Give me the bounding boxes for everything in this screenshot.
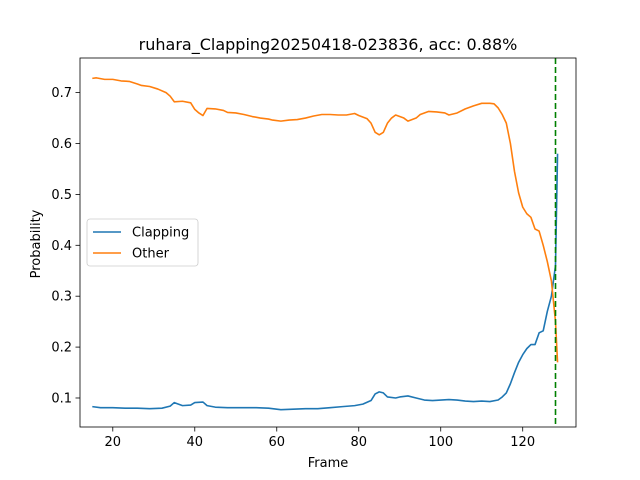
series-line-other xyxy=(92,77,559,363)
y-tick-label: 0.4 xyxy=(51,239,72,254)
x-tick-label: 60 xyxy=(268,435,285,450)
chart-title: ruhara_Clapping20250418-023836, acc: 0.8… xyxy=(139,35,518,55)
x-tick-label: 20 xyxy=(105,435,122,450)
x-tick-label: 40 xyxy=(187,435,204,450)
y-tick-label: 0.2 xyxy=(51,341,72,356)
y-tick-label: 0.3 xyxy=(51,290,72,305)
y-tick-label: 0.7 xyxy=(51,86,72,101)
axes-frame xyxy=(79,57,577,428)
y-tick-label: 0.6 xyxy=(51,137,72,152)
x-tick-label: 100 xyxy=(428,435,453,450)
series-line-clapping xyxy=(92,153,559,411)
x-tick-label: 120 xyxy=(510,435,535,450)
x-tick-label: 80 xyxy=(350,435,367,450)
y-axis-label: Probability xyxy=(29,209,44,278)
x-axis-label: Frame xyxy=(308,456,349,471)
y-tick-label: 0.5 xyxy=(51,188,72,203)
legend-box xyxy=(86,218,199,267)
plot-area: 20 40 60 80 100 120 0.1 0.2 0.3 0.4 0.5 0.6 0.7 Clapp… xyxy=(51,57,577,450)
legend-entry-other: Other xyxy=(132,247,170,262)
y-tick-label: 0.1 xyxy=(51,391,72,406)
legend-entry-clapping: Clapping xyxy=(132,226,189,241)
